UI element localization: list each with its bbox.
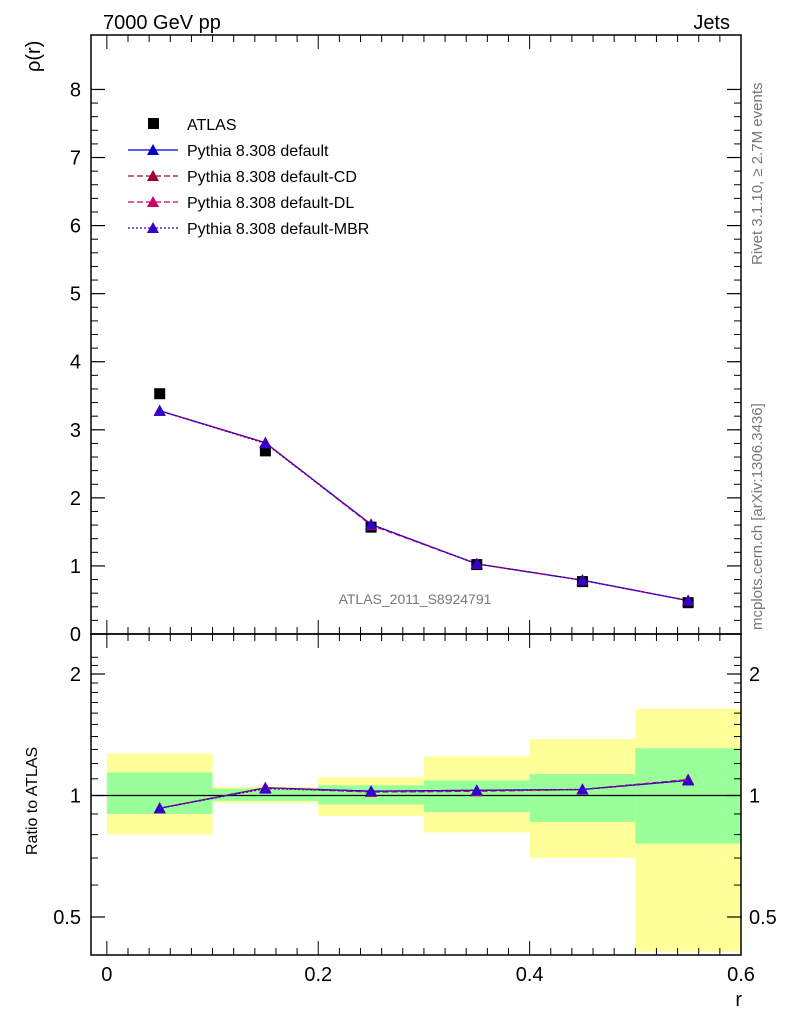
series-line-4 xyxy=(159,410,689,602)
legend-label: ATLAS xyxy=(187,117,237,134)
ratio-y-tick-label-right: 1 xyxy=(749,786,760,808)
legend-marker-4 xyxy=(147,222,159,233)
y-tick-label-top: 2 xyxy=(70,488,81,510)
data-point-series-4 xyxy=(682,594,695,606)
x-axis-label: r xyxy=(735,989,742,1011)
ratio-point-3 xyxy=(259,782,272,794)
ratio-y-tick-label-right: 0.5 xyxy=(749,907,777,929)
x-tick-label: 0.6 xyxy=(727,964,755,986)
header-left: 7000 GeV pp xyxy=(103,12,221,34)
ratio-point-3 xyxy=(470,784,483,796)
legend-label: Pythia 8.308 default xyxy=(187,143,329,160)
ratio-point-3 xyxy=(682,774,695,786)
x-tick-label: 0.2 xyxy=(304,964,332,986)
ratio-y-tick-label: 2 xyxy=(70,664,81,686)
legend-marker-3 xyxy=(147,196,159,207)
watermark: ATLAS_2011_S8924791 xyxy=(339,591,492,607)
data-point-series-4 xyxy=(576,574,589,586)
y-tick-label-top: 4 xyxy=(70,352,81,374)
header-right: Jets xyxy=(693,12,730,34)
data-point-series-4 xyxy=(365,518,378,530)
x-tick-label: 0.4 xyxy=(516,964,544,986)
ratio-band-inner xyxy=(212,788,319,801)
data-point-series-4 xyxy=(259,437,272,449)
rivet-label: Rivet 3.1.10, ≥ 2.7M events xyxy=(749,83,766,266)
legend-label: Pythia 8.308 default-DL xyxy=(187,195,354,212)
legend-label: Pythia 8.308 default-CD xyxy=(187,169,357,186)
ratio-y-tick-label: 1 xyxy=(70,786,81,808)
data-point-atlas xyxy=(154,388,166,400)
data-point-series-4 xyxy=(470,557,483,569)
data-point-series-4 xyxy=(153,404,166,416)
ratio-line-3 xyxy=(159,779,689,809)
series-line-2 xyxy=(159,410,689,602)
y-tick-label-top: 0 xyxy=(70,624,81,646)
legend-marker-2 xyxy=(147,170,159,181)
ratio-plot-frame xyxy=(90,633,742,956)
x-tick-label: 0 xyxy=(101,964,112,986)
legend-marker-atlas xyxy=(148,118,159,129)
ratio-point-3 xyxy=(365,785,378,797)
ratio-y-tick-label: 0.5 xyxy=(53,907,81,929)
y-axis-label-ratio: Ratio to ATLAS xyxy=(24,747,41,855)
y-tick-label-top: 6 xyxy=(70,216,81,238)
ratio-line-2 xyxy=(159,778,689,809)
y-tick-label-top: 3 xyxy=(70,420,81,442)
legend-label: Pythia 8.308 default-MBR xyxy=(187,221,369,238)
series-line-1 xyxy=(159,410,689,602)
y-tick-label-top: 5 xyxy=(70,284,81,306)
y-axis-label-top: ρ(r) xyxy=(23,41,45,72)
y-tick-label-top: 8 xyxy=(70,79,81,101)
ratio-band-inner xyxy=(529,774,636,822)
y-tick-label-top: 7 xyxy=(70,148,81,170)
legend-marker-1 xyxy=(147,144,159,155)
mcplots-label: mcplots.cern.ch [arXiv:1306.3436] xyxy=(749,403,766,630)
ratio-point-3 xyxy=(576,783,589,795)
data-point-atlas xyxy=(259,445,271,457)
y-tick-label-top: 1 xyxy=(70,556,81,578)
ratio-y-tick-label-right: 2 xyxy=(749,664,760,686)
series-line-3 xyxy=(159,410,689,602)
ratio-point-3 xyxy=(153,802,166,814)
